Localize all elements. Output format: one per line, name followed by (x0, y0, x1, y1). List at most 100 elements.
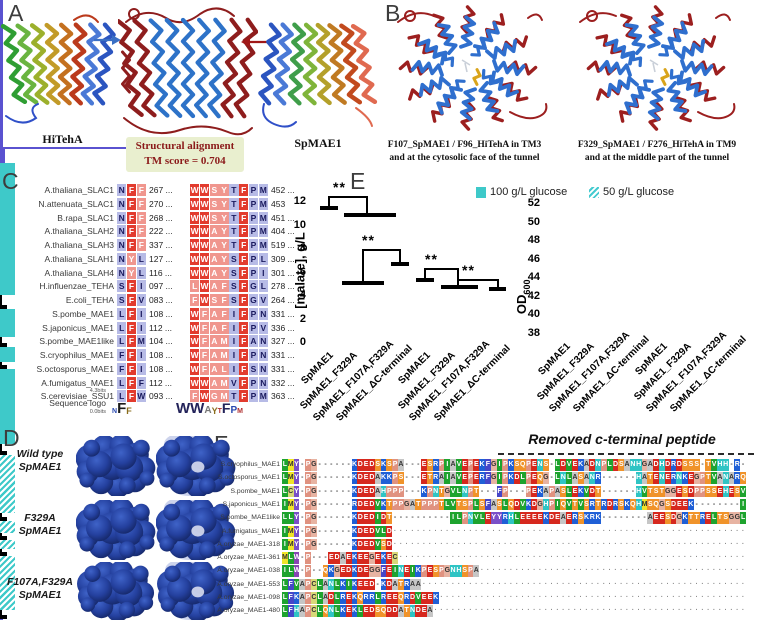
alignment-cell: D (409, 592, 416, 604)
alignment-cell: · (741, 594, 745, 601)
error-cap (0, 517, 7, 520)
alignment-cell: P (525, 485, 532, 498)
alignment-cell: M (219, 349, 229, 361)
alignment-cell: - (730, 461, 733, 468)
alignment-cell: · (701, 580, 704, 588)
alignment-cell: S (496, 498, 503, 511)
alignment-cell: L (117, 390, 127, 403)
f-row-name: A.oryzae_MAE1-318 (217, 540, 280, 548)
alignment-cell: M (219, 335, 229, 348)
alignment-cell: - (417, 487, 420, 495)
alignment-cell: · (591, 567, 594, 575)
surface-f329a-right-image (156, 500, 236, 560)
alignment-cell: V (258, 321, 268, 334)
alignment-cell: K (351, 605, 358, 617)
alignment-cell: · (660, 527, 664, 535)
alignment-cell: K (577, 485, 584, 498)
alignment-cell: · (486, 580, 490, 588)
alignment-cell: · (683, 580, 687, 588)
alignment-cell: E (421, 459, 427, 471)
alignment-cell: E (421, 605, 427, 617)
alignment-cell: · (724, 527, 727, 535)
alignment-cell: · (654, 594, 658, 601)
alignment-cell: D (357, 485, 364, 498)
alignment-cell: G (670, 485, 677, 498)
alignment-cell: P (305, 552, 311, 564)
alignment-cell: E (427, 565, 433, 577)
alignment-cell: F (126, 376, 137, 389)
alignment-cell: Y (293, 459, 300, 471)
alignment-cell: N (258, 307, 268, 320)
alignment-cell: - (486, 487, 490, 495)
alignment-cell: H (635, 485, 642, 498)
alignment-cell: - (602, 474, 606, 482)
alignment-cell: N (398, 565, 404, 577)
alignment-cell: - (724, 500, 727, 508)
alignment-cell: · (579, 527, 582, 535)
alignment-cell: L (519, 472, 526, 484)
alignment-cell: G (374, 565, 381, 577)
c-right-num: 336 ... (271, 322, 295, 333)
alignment-cell: F (126, 211, 137, 224)
alignment-cell: K (624, 498, 630, 511)
alignment-cell: · (428, 540, 432, 548)
alignment-cell: K (415, 565, 422, 577)
alignment-cell: · (527, 540, 530, 548)
alignment-cell: P (305, 459, 311, 471)
alignment-cell: A (299, 605, 306, 617)
alignment-cell: G (693, 472, 700, 484)
alignment-cell: I (444, 472, 451, 484)
c-left-num: 112 ... (149, 377, 172, 388)
alignment-cell: A (728, 472, 735, 484)
alignment-cell: L (219, 362, 229, 375)
alignment-cell: S (722, 512, 729, 524)
alignment-cell: V (583, 485, 590, 498)
alignment-cell: M (287, 525, 294, 537)
alignment-cell: P (699, 485, 706, 498)
alignment-cell: · (417, 554, 420, 562)
panel-d-letter: D (3, 425, 20, 451)
alignment-cell: - (301, 474, 304, 482)
alignment-cell: K (293, 592, 300, 604)
significance-bracket (458, 279, 499, 281)
error-cap (0, 538, 7, 541)
alignment-cell: D (531, 498, 538, 511)
alignment-cell: · (672, 567, 675, 575)
alignment-cell: · (724, 540, 727, 548)
alignment-cell: · (405, 527, 408, 535)
alignment-cell: Y (219, 252, 229, 265)
c-left-num: 270 ... (149, 198, 173, 209)
alignment-cell: Y (293, 498, 300, 511)
alignment-cell: L (456, 485, 462, 498)
alignment-cell: - (399, 514, 403, 522)
alignment-cell: M (219, 390, 229, 403)
alignment-cell: · (654, 580, 658, 588)
alignment-cell: E (682, 498, 688, 511)
alignment-cell: - (393, 514, 397, 522)
alignment-cell: R (502, 512, 509, 524)
error-cap (0, 519, 7, 522)
alignment-cell: · (643, 580, 646, 588)
alignment-cell: · (428, 527, 432, 535)
alignment-cell: A (398, 459, 404, 471)
alignment-cell: F (136, 376, 146, 389)
alignment-cell: · (486, 527, 490, 535)
alignment-cell: · (480, 540, 484, 548)
alignment-cell: R (601, 498, 607, 511)
alignment-cell: · (683, 594, 687, 601)
wildtype-label: Wild type SpMAE1 (16, 448, 64, 474)
alignment-cell: G (641, 459, 648, 471)
alignment-cell: G (444, 565, 451, 577)
alignment-cell: · (631, 607, 635, 615)
alignment-cell: S (577, 512, 584, 524)
alignment-cell: E (473, 459, 480, 471)
alignment-cell: V (450, 485, 456, 498)
alignment-cell: S (209, 197, 219, 210)
alignment-cell: - (318, 461, 321, 468)
alignment-cell: E (519, 512, 526, 524)
alignment-cell: · (498, 554, 501, 562)
alignment-cell: · (422, 527, 426, 535)
alignment-cell: · (440, 580, 443, 588)
alignment-cell: · (730, 594, 733, 601)
alignment-cell: V (577, 498, 584, 511)
